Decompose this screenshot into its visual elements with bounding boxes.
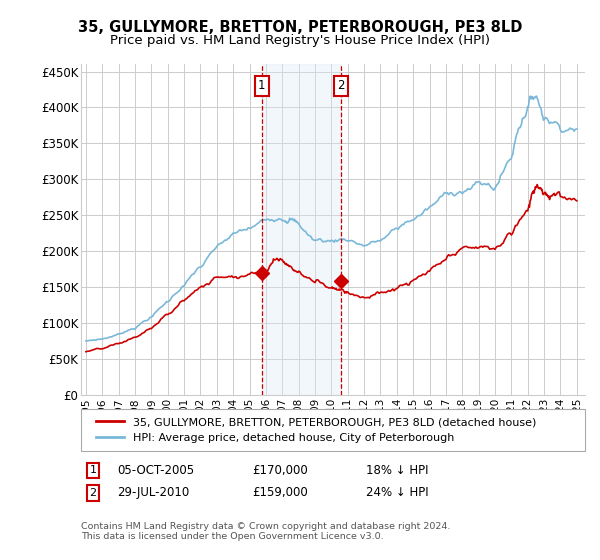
Text: 2: 2 — [89, 488, 97, 498]
Text: 1: 1 — [89, 465, 97, 475]
Text: 2: 2 — [337, 80, 344, 92]
Legend: 35, GULLYMORE, BRETTON, PETERBOROUGH, PE3 8LD (detached house), HPI: Average pri: 35, GULLYMORE, BRETTON, PETERBOROUGH, PE… — [92, 413, 541, 447]
Text: 35, GULLYMORE, BRETTON, PETERBOROUGH, PE3 8LD: 35, GULLYMORE, BRETTON, PETERBOROUGH, PE… — [78, 20, 522, 35]
Text: £159,000: £159,000 — [252, 486, 308, 500]
Text: Price paid vs. HM Land Registry's House Price Index (HPI): Price paid vs. HM Land Registry's House … — [110, 34, 490, 46]
Text: Contains HM Land Registry data © Crown copyright and database right 2024.
This d: Contains HM Land Registry data © Crown c… — [81, 522, 451, 542]
Bar — [262, 64, 341, 395]
Text: 29-JUL-2010: 29-JUL-2010 — [117, 486, 189, 500]
Text: 24% ↓ HPI: 24% ↓ HPI — [366, 486, 428, 500]
Text: £170,000: £170,000 — [252, 464, 308, 477]
FancyBboxPatch shape — [81, 409, 585, 451]
Text: 05-OCT-2005: 05-OCT-2005 — [117, 464, 194, 477]
Text: 1: 1 — [258, 80, 266, 92]
Text: 18% ↓ HPI: 18% ↓ HPI — [366, 464, 428, 477]
